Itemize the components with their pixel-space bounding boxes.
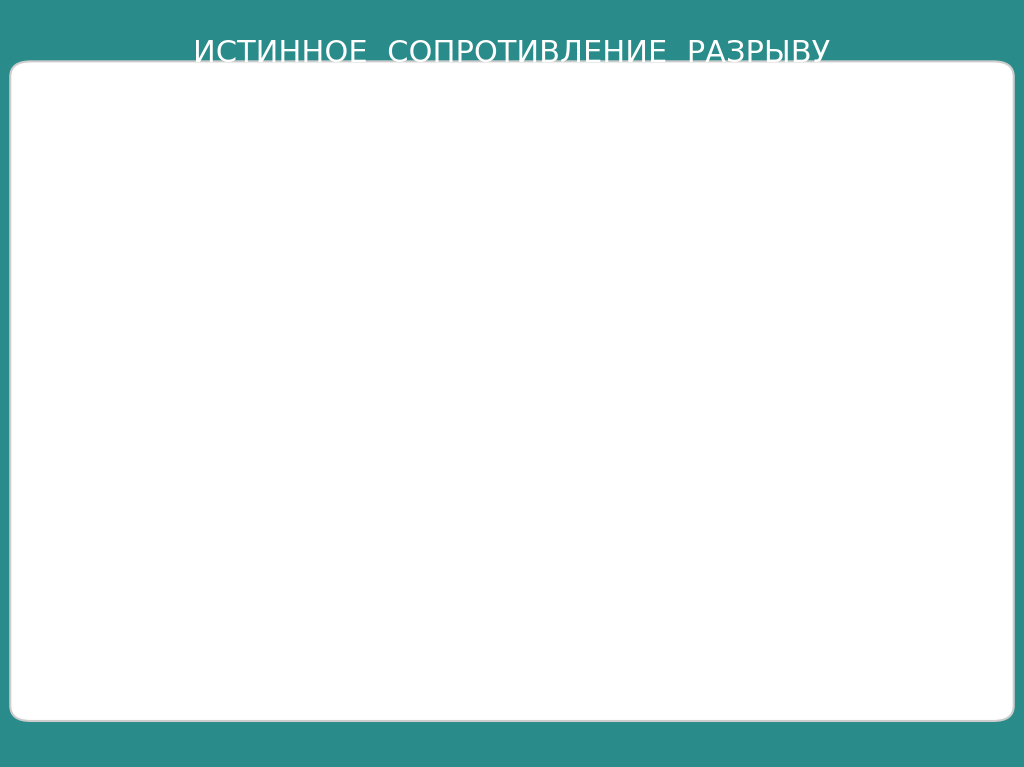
Text: $F_k$: $F_k$: [553, 508, 575, 532]
Text: Δl: Δl: [632, 678, 653, 698]
Text: F: F: [28, 110, 41, 130]
Text: B: B: [168, 319, 182, 338]
Text: A: A: [103, 322, 117, 341]
Text: определяемое отношением: определяемое отношением: [635, 477, 879, 495]
Text: сечения в месте разрыва.: сечения в месте разрыва.: [635, 624, 862, 642]
Text: - напряжение,: - напряжение,: [732, 428, 864, 446]
Text: A': A': [126, 400, 145, 419]
Text: $s_k$: $s_k$: [786, 274, 815, 301]
Text: истинное  сопротивление: истинное сопротивление: [635, 376, 881, 393]
Text: ИСТИННОЕ  СОПРОТИВЛЕНИЕ  РАЗРЫВУ: ИСТИННОЕ СОПРОТИВЛЕНИЕ РАЗРЫВУ: [194, 39, 830, 68]
Text: разрыву: разрыву: [635, 428, 716, 446]
Text: $\sigma_f = $: $\sigma_f = $: [653, 235, 707, 263]
Text: $F_k$: $F_k$: [785, 186, 816, 216]
Text: нагрузки в момент разрыва: нагрузки в момент разрыва: [635, 526, 880, 544]
Text: к площади поперечного: к площади поперечного: [635, 575, 848, 593]
Text: O: O: [27, 674, 42, 693]
Text: C: C: [393, 190, 408, 209]
